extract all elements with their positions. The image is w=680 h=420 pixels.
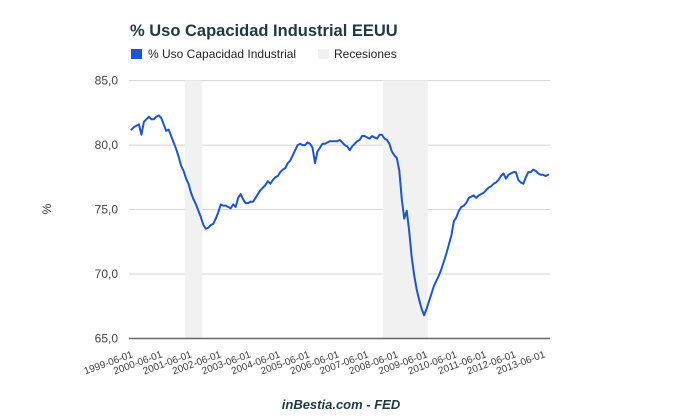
x-axis-tick-labels: 1999-06-012000-06-012001-06-012002-06-01…: [83, 349, 548, 377]
recession-band: [184, 80, 203, 339]
legend-swatch-series: [131, 49, 142, 59]
legend-item-recessions[interactable]: Recesiones: [318, 47, 397, 61]
legend-item-series[interactable]: % Uso Capacidad Industrial: [131, 47, 296, 61]
recession-bands: [184, 80, 428, 339]
legend-label-recessions: Recesiones: [334, 47, 397, 61]
y-tick-label: 85,0: [95, 74, 119, 88]
recession-band: [383, 80, 428, 339]
series-line-capacity-utilization: [130, 114, 550, 317]
legend: % Uso Capacidad Industrial Recesiones: [131, 47, 397, 61]
y-tick-label: 75,0: [95, 203, 119, 217]
y-axis-tick-labels: 65,0 70,0 75,0 80,0 85,0: [95, 74, 119, 346]
source-footer: inBestia.com - FED: [282, 397, 401, 412]
y-tick-label: 80,0: [95, 138, 119, 152]
chart-title: % Uso Capacidad Industrial EEUU: [130, 22, 398, 40]
y-tick-label: 65,0: [95, 332, 119, 346]
y-tick-label: 70,0: [95, 267, 119, 281]
y-axis-title: %: [40, 203, 54, 214]
legend-label-series: % Uso Capacidad Industrial: [148, 47, 296, 61]
legend-swatch-recessions: [318, 49, 329, 59]
